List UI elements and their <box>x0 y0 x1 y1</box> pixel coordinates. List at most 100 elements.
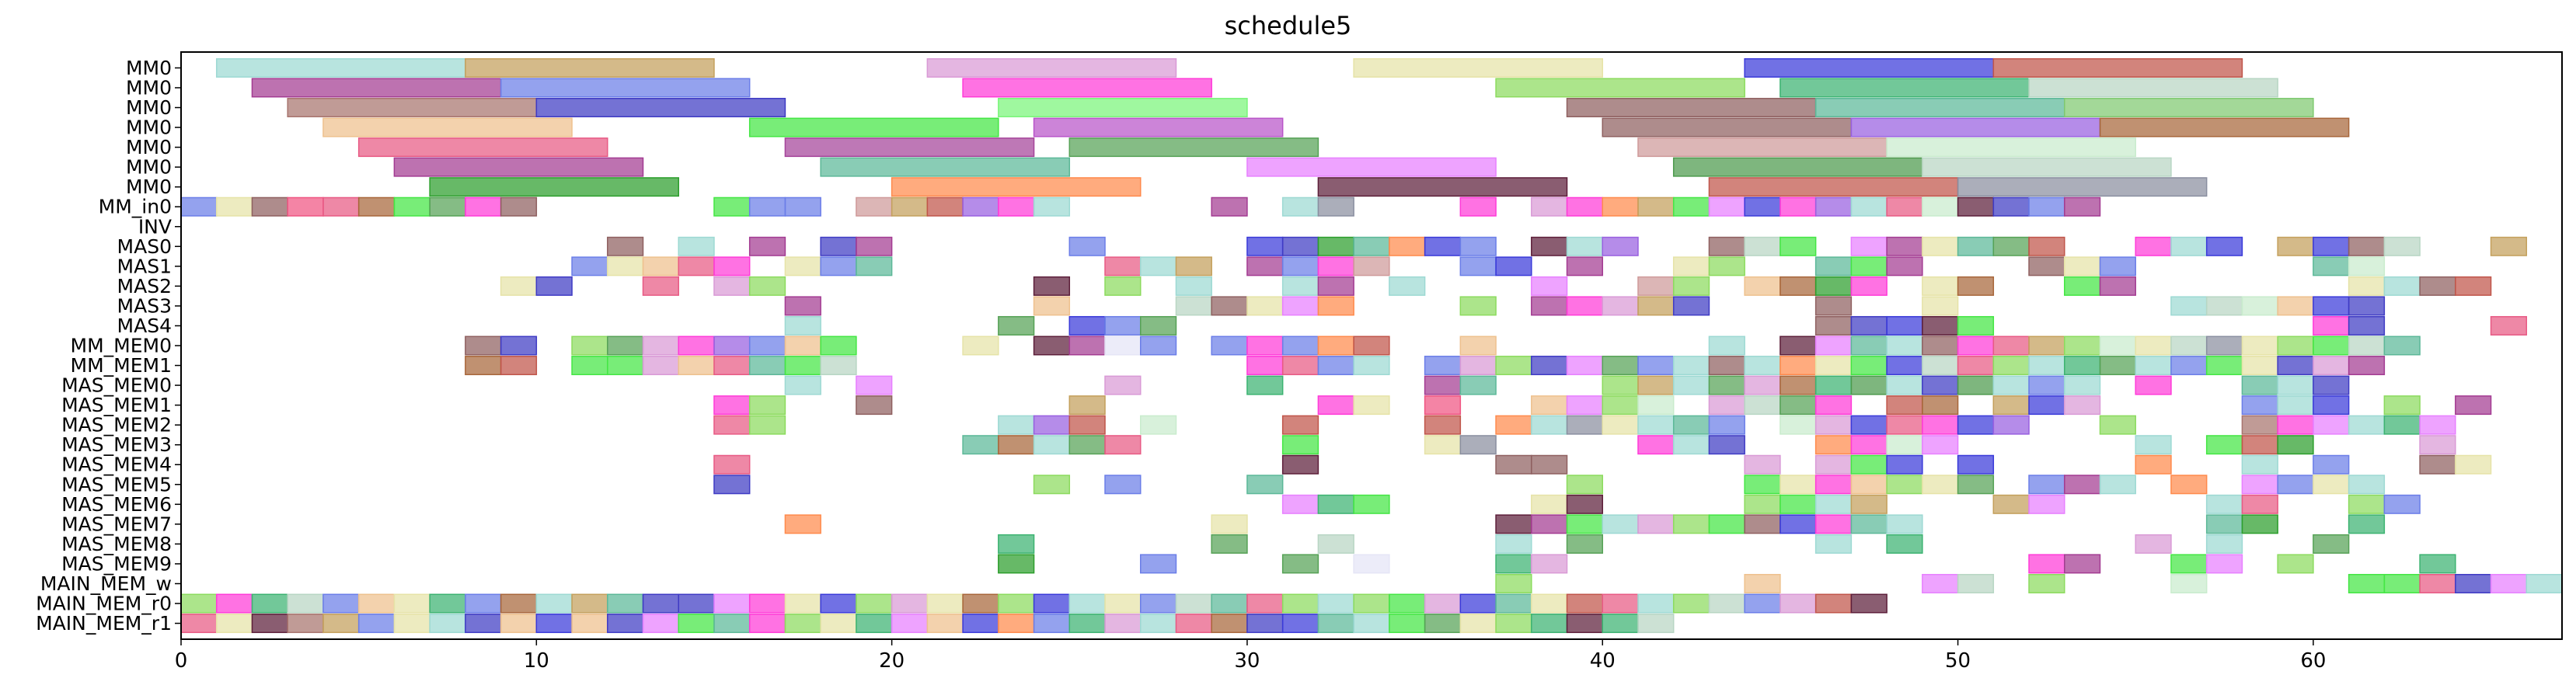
gantt-bar <box>1281 593 1319 614</box>
gantt-bar <box>1672 593 1710 614</box>
gantt-bar <box>748 236 786 256</box>
gantt-bar <box>1850 336 1888 356</box>
gantt-bar <box>1317 177 1568 197</box>
gantt-bar <box>2313 534 2350 554</box>
gantt-bar <box>1744 514 1781 534</box>
gantt-bar <box>784 296 821 316</box>
gantt-bar <box>1459 296 1497 316</box>
x-tick-label: 10 <box>524 649 549 673</box>
gantt-bar <box>678 356 715 376</box>
gantt-bar <box>2419 415 2456 435</box>
gantt-bar <box>2028 236 2065 256</box>
gantt-bar <box>1104 256 1142 276</box>
gantt-bar <box>1850 356 1888 376</box>
gantt-bar <box>1957 315 1995 336</box>
gantt-bar <box>1744 196 1781 217</box>
y-tick-label: MAS_MEM2 <box>61 414 172 436</box>
gantt-bar <box>1566 196 1604 217</box>
gantt-bar <box>962 614 999 634</box>
gantt-bar <box>1672 514 1710 534</box>
gantt-bar <box>784 375 821 395</box>
gantt-bar <box>1459 356 1497 376</box>
gantt-bar <box>2135 435 2172 455</box>
gantt-bar <box>1531 514 1568 534</box>
gantt-bar <box>2064 276 2101 296</box>
gantt-bar <box>1602 395 1639 416</box>
gantt-bar <box>2205 534 2243 554</box>
gantt-bar <box>322 614 360 634</box>
gantt-bar <box>1246 256 1284 276</box>
gantt-bar <box>1886 315 1923 336</box>
gantt-bar <box>1531 454 1568 475</box>
gantt-bar <box>1886 415 1923 435</box>
gantt-bar <box>1033 117 1284 137</box>
gantt-bar <box>1602 356 1639 376</box>
gantt-bar <box>1779 236 1817 256</box>
gantt-bar <box>2277 554 2314 574</box>
gantt-bar <box>1850 196 1888 217</box>
gantt-bar <box>1033 415 1071 435</box>
gantt-bar <box>1068 593 1106 614</box>
gantt-bar <box>1814 356 1853 376</box>
gantt-bar <box>1104 315 1142 336</box>
gantt-bar <box>820 593 857 614</box>
gantt-bar <box>1957 177 2208 197</box>
gantt-bar <box>465 614 502 634</box>
gantt-bar <box>1744 593 1781 614</box>
gantt-bar <box>1992 236 2030 256</box>
gantt-bar <box>1779 276 1817 296</box>
gantt-bar <box>2205 296 2243 316</box>
gantt-bar <box>1922 196 1959 217</box>
gantt-bar <box>1068 236 1106 256</box>
gantt-bar <box>2028 375 2065 395</box>
gantt-bar <box>2313 336 2350 356</box>
gantt-bar <box>2099 256 2136 276</box>
gantt-bar <box>1744 395 1781 416</box>
gantt-bar <box>2170 475 2208 495</box>
gantt-bar <box>2348 514 2386 534</box>
gantt-bar <box>1068 435 1106 455</box>
gantt-bar <box>571 614 608 634</box>
gantt-bar <box>1708 177 1959 197</box>
gantt-bar <box>1317 614 1354 634</box>
gantt-bar <box>1281 614 1319 634</box>
gantt-bar <box>748 415 786 435</box>
gantt-bar <box>287 614 324 634</box>
gantt-bar <box>1495 454 1532 475</box>
gantt-bar <box>1211 296 1248 316</box>
gantt-bar <box>998 534 1035 554</box>
gantt-bar <box>1992 395 2030 416</box>
gantt-bar <box>2277 475 2314 495</box>
gantt-bar <box>962 593 999 614</box>
gantt-bar <box>1672 296 1710 316</box>
gantt-bar <box>1957 475 1995 495</box>
gantt-bar <box>2455 276 2492 296</box>
gantt-bar <box>713 395 751 416</box>
gantt-bar <box>180 196 218 217</box>
gantt-bar <box>2028 336 2065 356</box>
gantt-bar <box>2383 336 2421 356</box>
gantt-bar <box>1850 375 1888 395</box>
gantt-bar <box>607 236 644 256</box>
gantt-bar <box>1531 276 1568 296</box>
gantt-bar <box>1033 475 1071 495</box>
gantt-bar <box>1246 375 1284 395</box>
gantt-bar <box>2170 356 2208 376</box>
gantt-bar <box>1814 534 1853 554</box>
gantt-bar <box>2205 494 2243 514</box>
gantt-bar <box>1814 196 1853 217</box>
gantt-bar <box>784 514 821 534</box>
gantt-bar <box>820 157 1071 177</box>
gantt-bar <box>2348 475 2386 495</box>
gantt-bar <box>642 356 679 376</box>
y-tick-label: MM0 <box>126 116 172 139</box>
gantt-bar <box>1424 415 1462 435</box>
gantt-bar <box>1744 475 1781 495</box>
gantt-bar <box>1424 593 1462 614</box>
gantt-bar <box>2135 236 2172 256</box>
gantt-bar <box>713 336 751 356</box>
gantt-bar <box>1246 236 1284 256</box>
gantt-bar <box>1495 356 1532 376</box>
gantt-bar <box>2348 356 2386 376</box>
gantt-bar <box>1992 356 2030 376</box>
